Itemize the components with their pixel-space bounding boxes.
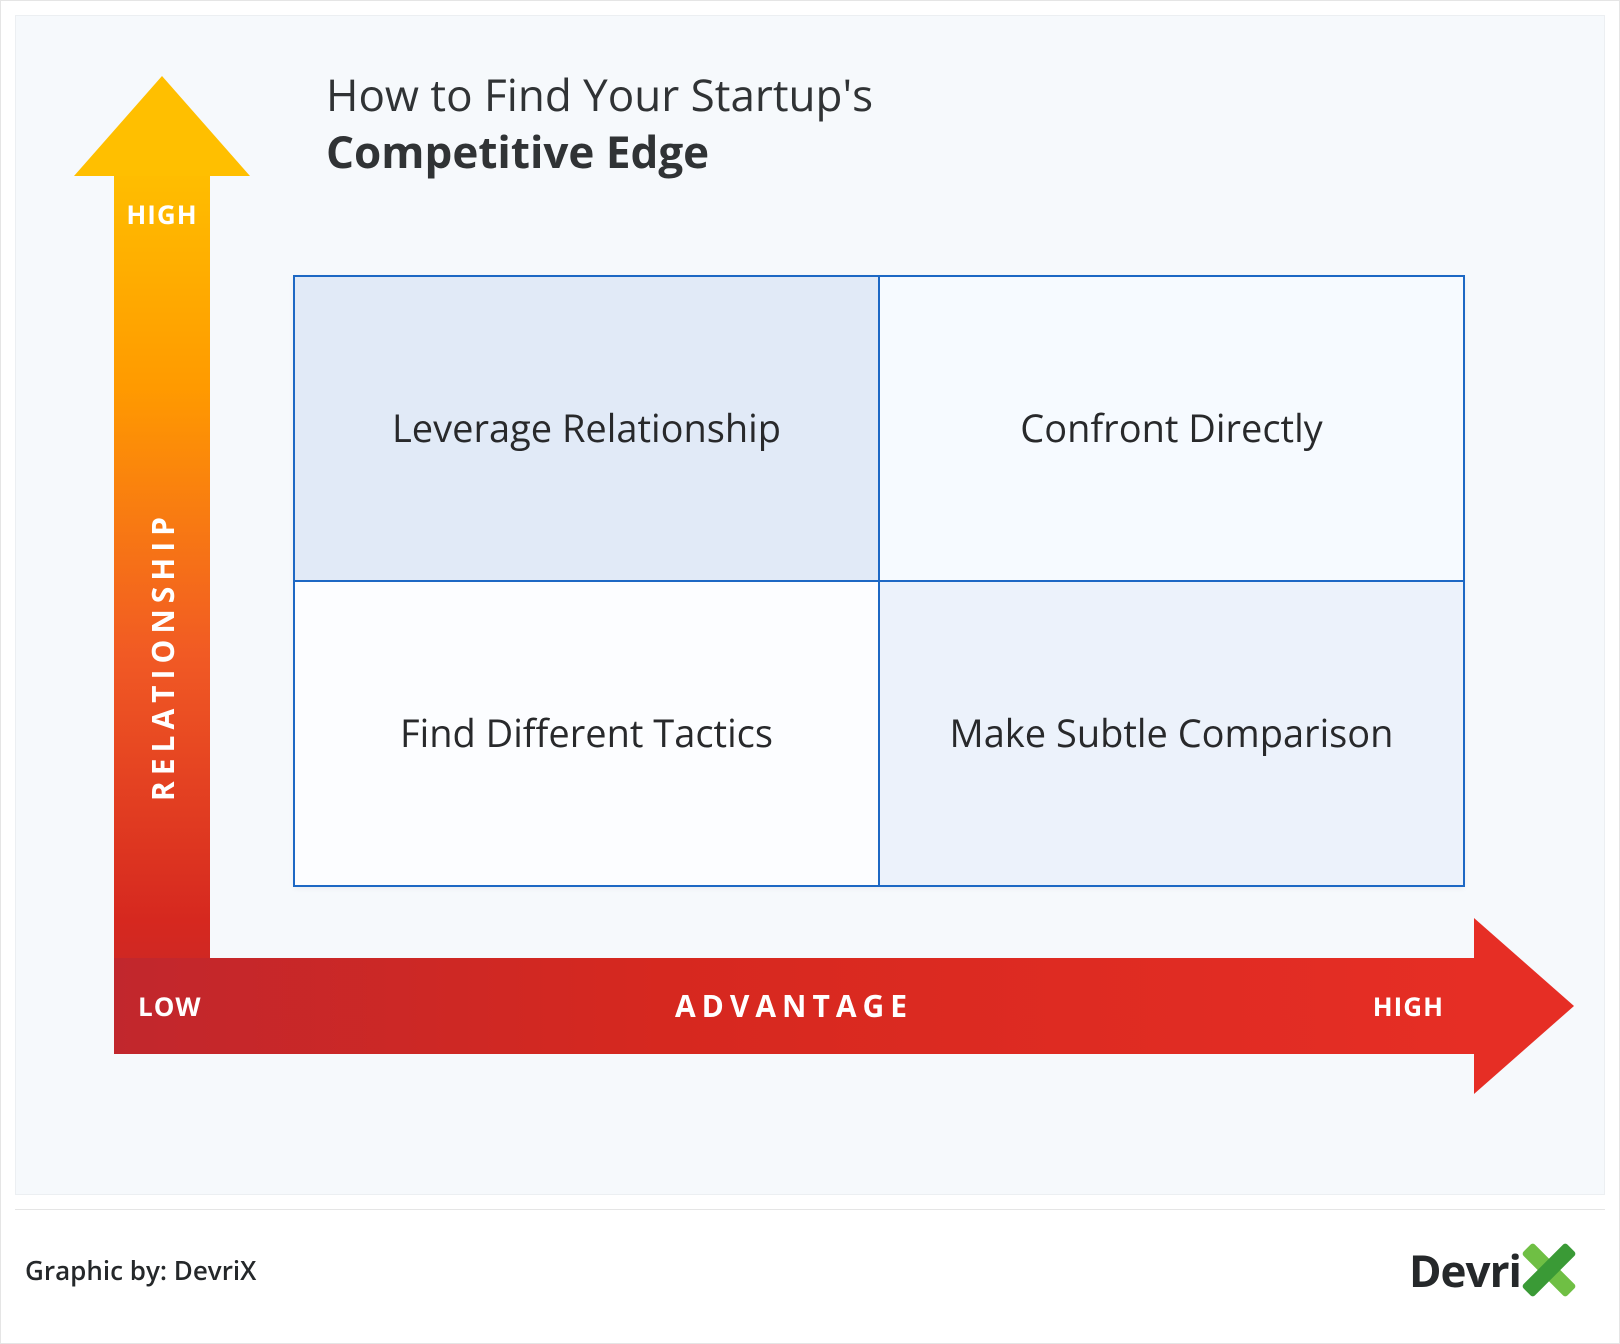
x-axis-high-label: HIGH <box>1373 958 1444 1054</box>
quadrant-bottom-right: Make Subtle Comparison <box>878 580 1465 887</box>
footer: Graphic by: DevriX Devri <box>15 1209 1605 1329</box>
credit-text: Graphic by: DevriX <box>25 1252 256 1288</box>
quadrant-top-left: Leverage Relationship <box>293 275 880 582</box>
quadrant-matrix: Leverage Relationship Confront Directly … <box>294 276 1464 886</box>
y-axis-label: RELATIONSHIP <box>114 506 210 806</box>
title-line-1: How to Find Your Startup's <box>326 66 873 123</box>
quadrant-bottom-left: Find Different Tactics <box>293 580 880 887</box>
title-block: How to Find Your Startup's Competitive E… <box>326 66 873 180</box>
x-axis-arrow: LOW ADVANTAGE HIGH <box>114 958 1574 1054</box>
y-axis-high-label: HIGH <box>114 196 210 232</box>
arrow-right-icon <box>1474 918 1574 1094</box>
logo-text: Devri <box>1409 1240 1521 1300</box>
y-axis-label-text: RELATIONSHIP <box>142 511 183 801</box>
canvas: How to Find Your Startup's Competitive E… <box>15 15 1605 1195</box>
quadrant-label: Find Different Tactics <box>400 708 773 759</box>
quadrant-top-right: Confront Directly <box>878 275 1465 582</box>
arrow-up-icon <box>74 76 250 176</box>
devrix-logo: Devri <box>1409 1240 1575 1300</box>
quadrant-label: Confront Directly <box>1020 403 1322 454</box>
x-axis-label: ADVANTAGE <box>114 958 1474 1054</box>
title-line-2: Competitive Edge <box>326 123 873 180</box>
quadrant-label: Leverage Relationship <box>392 403 781 454</box>
infographic-frame: How to Find Your Startup's Competitive E… <box>0 0 1620 1344</box>
y-axis-arrow: HIGH RELATIONSHIP <box>114 76 210 1054</box>
quadrant-label: Make Subtle Comparison <box>950 708 1394 759</box>
logo-x-icon <box>1523 1244 1575 1296</box>
